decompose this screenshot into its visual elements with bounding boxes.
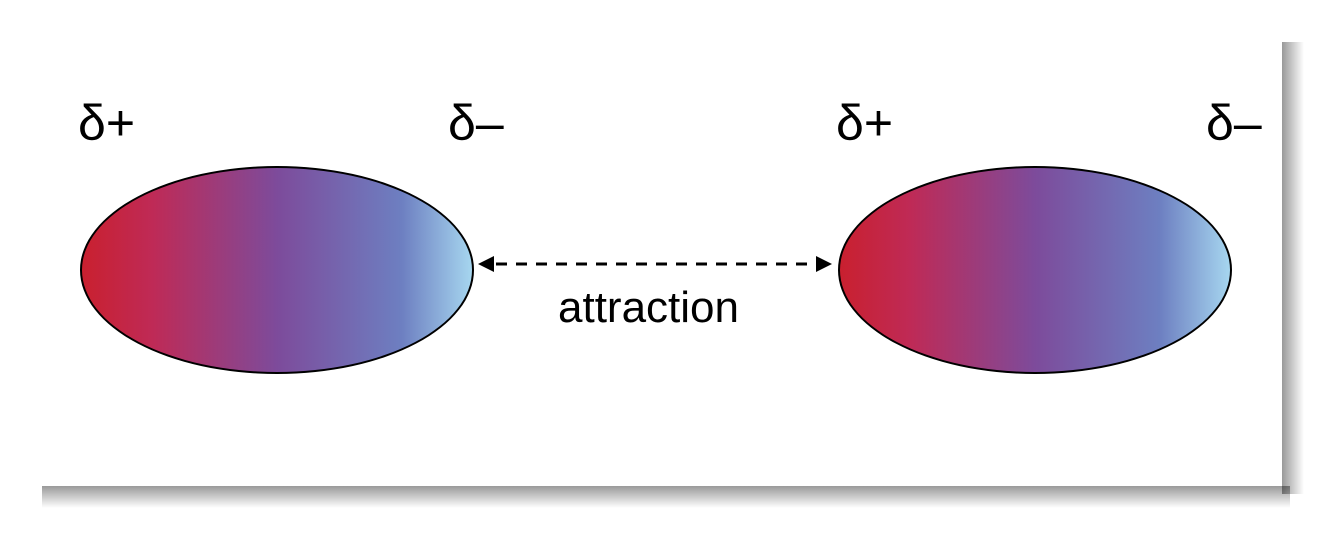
dipole-right [838,166,1232,374]
diagram-root: { "canvas": { "width": 1317, "height": 5… [0,0,1317,537]
dipole-left [80,166,474,374]
delta-plus-left: δ+ [78,98,135,148]
delta-minus-left: δ– [448,98,504,148]
attraction-label: attraction [558,286,739,330]
delta-minus-right: δ– [1206,98,1262,148]
delta-plus-right: δ+ [836,98,893,148]
frame-shadow-bottom [42,486,1290,508]
attraction-arrow [478,254,832,274]
frame-shadow-right [1282,42,1304,494]
